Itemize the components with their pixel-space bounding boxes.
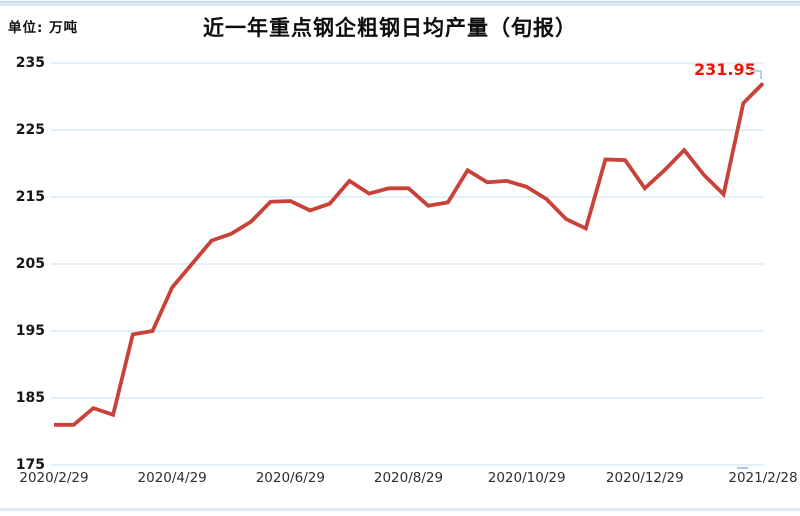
y-axis-label: 235: [15, 55, 45, 71]
top-divider: [0, 1, 800, 6]
y-axis-label: 215: [15, 189, 45, 205]
last-value-label: 231.95: [694, 60, 756, 79]
x-axis-label: 2020/12/29: [605, 470, 684, 486]
data-series-line: [54, 82, 765, 427]
endpoint-marker-vertical: [760, 70, 762, 79]
chart-title: 近一年重点钢企粗钢日均产量（旬报）: [203, 16, 577, 40]
y-axis-label: 195: [15, 323, 45, 339]
x-axis-label: 2020/10/29: [487, 470, 566, 486]
axis-tick-marker: [737, 467, 748, 469]
y-axis-label: 185: [15, 390, 45, 406]
y-axis-label: 205: [15, 256, 45, 272]
y-axis-label: 225: [15, 122, 45, 138]
y-axis-label: 175: [15, 457, 45, 473]
endpoint-marker-horizontal: [749, 70, 762, 72]
x-axis-label: 2020/6/29: [255, 470, 325, 486]
unit-label: 单位: 万吨: [8, 20, 79, 36]
x-axis-label: 2020/4/29: [137, 470, 207, 486]
bottom-divider: [0, 508, 800, 511]
x-axis-label: 2020/2/29: [19, 470, 89, 486]
x-axis-label: 2020/8/29: [373, 470, 444, 486]
x-axis-label: 2021/2/28: [728, 470, 798, 486]
